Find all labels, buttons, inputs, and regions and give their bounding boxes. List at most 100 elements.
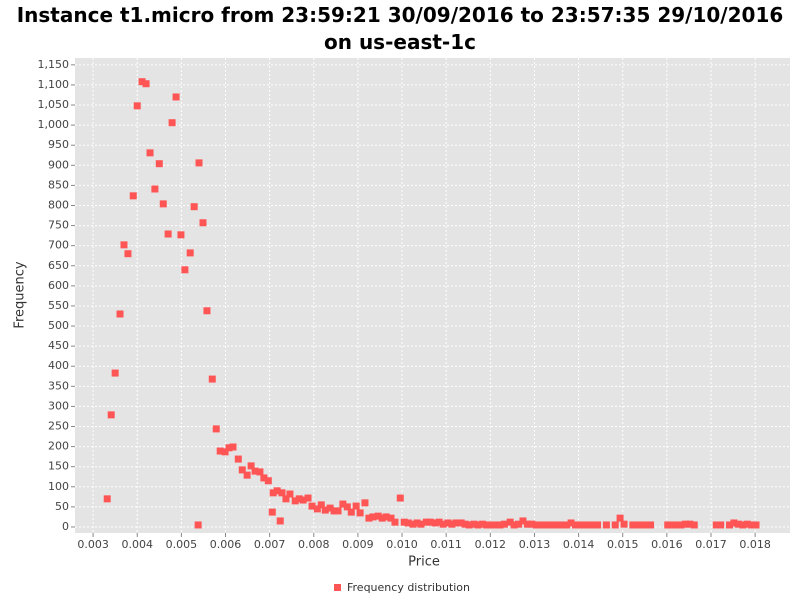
data-point (457, 519, 465, 527)
data-point (347, 508, 355, 516)
data-point (203, 307, 211, 315)
data-point (286, 490, 294, 498)
data-point (743, 520, 751, 528)
data-point (352, 502, 360, 510)
data-point (374, 512, 382, 520)
y-tick-label: 400 (48, 359, 69, 372)
data-point (256, 468, 264, 476)
data-point (585, 521, 593, 529)
data-point (523, 520, 531, 528)
y-tick-label: 900 (48, 158, 69, 171)
y-tick-label: 0 (62, 520, 69, 533)
data-point (422, 518, 430, 526)
x-tick-label: 0.015 (607, 538, 639, 551)
data-point (748, 521, 756, 529)
data-point (159, 200, 167, 208)
data-point (726, 521, 734, 529)
data-point (369, 513, 377, 521)
data-point (409, 520, 417, 528)
y-tick-label: 800 (48, 198, 69, 211)
data-point (541, 521, 549, 529)
data-point (492, 521, 500, 529)
data-point (461, 520, 469, 528)
data-point (545, 521, 553, 529)
data-point (602, 521, 610, 529)
x-tick-label: 0.016 (651, 538, 683, 551)
data-point (572, 521, 579, 529)
x-tick-label: 0.012 (475, 538, 507, 551)
data-point (549, 521, 557, 529)
x-tick-label: 0.011 (430, 538, 462, 551)
data-point (111, 369, 119, 377)
data-point (304, 494, 312, 502)
data-point (567, 519, 575, 527)
data-point (107, 411, 115, 419)
data-point (295, 495, 303, 503)
data-point (299, 496, 307, 504)
chart-title: Instance t1.micro from 23:59:21 30/09/20… (16, 3, 784, 54)
data-point (647, 521, 655, 529)
data-point (190, 203, 198, 211)
data-point (483, 521, 491, 529)
data-point (251, 467, 259, 475)
data-point (558, 521, 566, 529)
y-tick-label: 750 (48, 219, 69, 232)
data-point (225, 444, 233, 452)
data-point (208, 375, 216, 383)
y-tick-label: 50 (55, 500, 69, 513)
data-point (291, 497, 299, 505)
data-point (186, 249, 194, 257)
y-tick-label: 300 (48, 399, 69, 412)
data-point (515, 520, 523, 528)
data-point (269, 489, 277, 497)
data-point (229, 443, 237, 451)
data-point (177, 231, 185, 239)
data-point (404, 519, 412, 527)
data-point (326, 504, 334, 512)
y-tick-label: 350 (48, 379, 69, 392)
data-point (273, 487, 281, 495)
data-point (181, 266, 189, 274)
data-point (616, 514, 624, 522)
data-point (264, 477, 272, 485)
y-tick-label: 850 (48, 178, 69, 191)
data-point (465, 521, 473, 529)
data-point (361, 499, 369, 507)
data-point (356, 509, 364, 517)
data-point (199, 219, 207, 227)
y-tick-label: 450 (48, 339, 69, 352)
data-point (172, 93, 180, 101)
x-tick-label: 0.007 (254, 538, 286, 551)
data-point (589, 521, 597, 529)
y-tick-label: 950 (48, 138, 69, 151)
data-point (400, 518, 408, 526)
data-point (195, 159, 203, 167)
data-point (282, 495, 290, 503)
data-point (234, 455, 242, 463)
data-point (103, 495, 111, 503)
y-tick-label: 1,000 (38, 118, 70, 131)
data-point (554, 521, 562, 529)
data-point (487, 521, 495, 529)
data-point (664, 521, 672, 529)
data-point (276, 517, 284, 525)
data-point (387, 514, 395, 522)
data-point (519, 517, 527, 525)
y-tick-label: 600 (48, 279, 69, 292)
plot-area (75, 58, 790, 533)
y-tick-label: 650 (48, 259, 69, 272)
data-point (563, 521, 571, 529)
data-point (396, 494, 404, 502)
data-point (506, 518, 514, 526)
x-tick-label: 0.008 (298, 538, 330, 551)
data-point (124, 250, 132, 258)
data-point (730, 519, 738, 527)
data-point (474, 521, 482, 529)
data-point (313, 505, 321, 513)
y-tick-label: 250 (48, 420, 69, 433)
x-tick-label: 0.009 (342, 538, 374, 551)
y-tick-label: 500 (48, 319, 69, 332)
data-point (426, 518, 434, 526)
data-point (120, 241, 128, 249)
